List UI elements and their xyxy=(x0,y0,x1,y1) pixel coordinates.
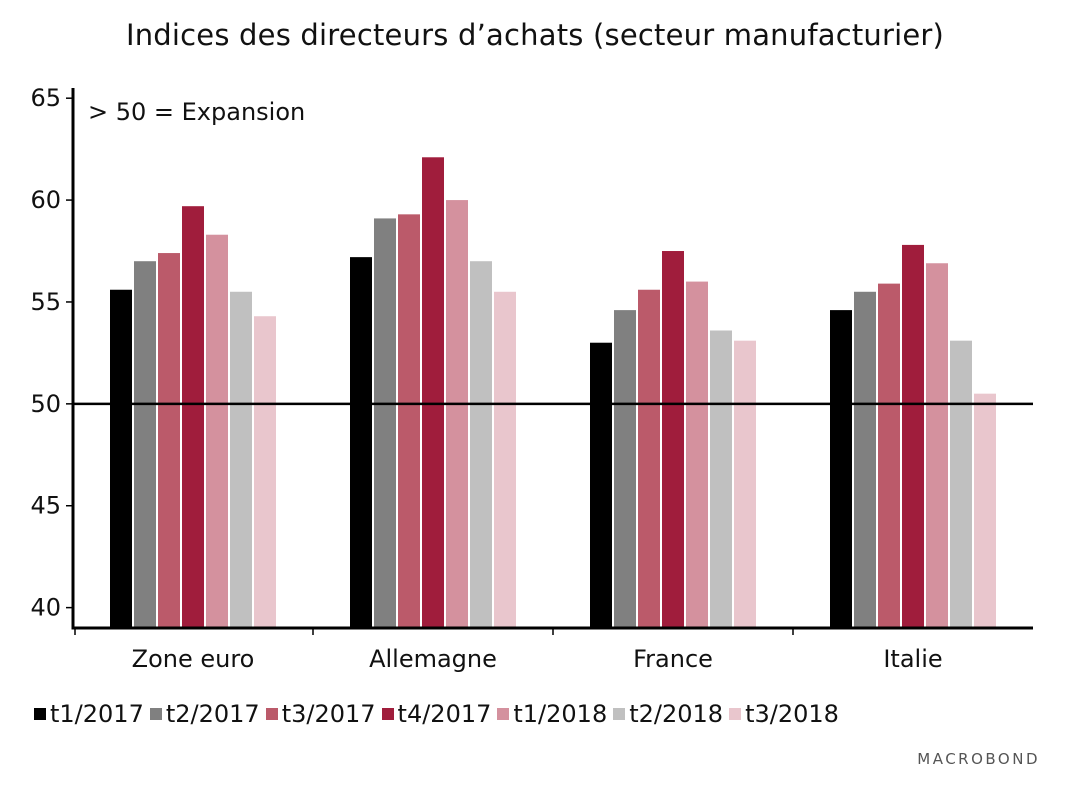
legend-label: t3/2017 xyxy=(281,700,376,728)
legend-swatch xyxy=(381,708,394,720)
bar-italie-t1-2018 xyxy=(926,263,948,628)
expansion-annotation: > 50 = Expansion xyxy=(88,98,305,126)
y-tick-label: 60 xyxy=(30,186,61,214)
legend-swatch xyxy=(729,708,742,720)
bar-france-t2-2017 xyxy=(614,310,636,628)
bar-italie-t3-2018 xyxy=(974,393,996,628)
axes-group: Zone euro Allemagne France Italie 40 45 50 55 60… xyxy=(30,84,1033,673)
y-tick-label: 55 xyxy=(30,288,61,316)
x-tick-label: Allemagne xyxy=(369,645,497,673)
x-tick-label: Italie xyxy=(883,645,942,673)
bar-france-t3-2017 xyxy=(638,289,660,628)
legend-item: t1/2017 xyxy=(34,700,144,728)
bar-zone-euro-t2-2018 xyxy=(230,291,252,628)
bar-france-t1-2018 xyxy=(686,281,708,628)
legend-item: t2/2017 xyxy=(149,700,260,728)
legend-label: t2/2018 xyxy=(629,700,724,728)
y-tick-label: 40 xyxy=(30,594,61,622)
bar-italie-t3-2017 xyxy=(878,283,900,628)
legend-label: t2/2017 xyxy=(165,700,260,728)
chart-title: Indices des directeurs d’achats (secteur… xyxy=(125,18,945,52)
bar-allemagne-t3-2017 xyxy=(398,214,420,628)
legend: t1/2017 t2/2017 t3/2017 t4/2017 t1/2018 t2/20… xyxy=(34,700,845,728)
y-tick-label: 65 xyxy=(30,84,61,112)
bar-zone-euro-t2-2017 xyxy=(134,261,156,628)
bar-allemagne-t2-2018 xyxy=(470,261,492,628)
legend-item: t4/2017 xyxy=(381,700,492,728)
y-tick-label: 45 xyxy=(30,492,61,520)
x-tick-label: France xyxy=(633,645,713,673)
macrobond-watermark: MACROBOND xyxy=(917,750,1040,768)
legend-swatch xyxy=(497,708,510,720)
legend-swatch xyxy=(613,708,626,720)
legend-swatch xyxy=(149,708,162,720)
bars-group xyxy=(110,157,996,629)
bar-france-t3-2018 xyxy=(734,340,756,628)
y-tick-label: 50 xyxy=(30,390,61,418)
bar-france-t2-2018 xyxy=(710,330,732,628)
bar-allemagne-t1-2018 xyxy=(446,200,468,628)
bar-allemagne-t2-2017 xyxy=(374,218,396,628)
bar-italie-t2-2018 xyxy=(950,340,972,628)
legend-item: t3/2018 xyxy=(729,700,839,728)
legend-item: t2/2018 xyxy=(613,700,723,728)
bar-italie-t4-2017 xyxy=(902,244,924,629)
bar-france-t4-2017 xyxy=(662,251,684,629)
bar-italie-t2-2017 xyxy=(854,291,876,628)
legend-label: t3/2018 xyxy=(745,700,839,728)
bar-allemagne-t3-2018 xyxy=(494,291,516,628)
bar-allemagne-t4-2017 xyxy=(422,157,444,628)
bar-zone-euro-t4-2017 xyxy=(182,206,204,629)
bar-zone-euro-t3-2017 xyxy=(158,253,180,628)
bar-france-t1-2017 xyxy=(590,342,612,628)
legend-label: t1/2018 xyxy=(513,700,608,728)
legend-item: t3/2017 xyxy=(265,700,376,728)
bar-italie-t1-2017 xyxy=(830,310,852,628)
x-tick-label: Zone euro xyxy=(132,645,255,673)
legend-swatch xyxy=(265,708,278,720)
bar-allemagne-t1-2017 xyxy=(350,257,372,628)
legend-label: t1/2017 xyxy=(50,700,144,728)
legend-item: t1/2018 xyxy=(497,700,607,728)
bar-zone-euro-t1-2017 xyxy=(110,289,132,628)
legend-swatch xyxy=(34,708,46,720)
bar-zone-euro-t3-2018 xyxy=(254,316,276,628)
bar-zone-euro-t1-2018 xyxy=(206,234,228,628)
legend-label: t4/2017 xyxy=(397,700,492,728)
